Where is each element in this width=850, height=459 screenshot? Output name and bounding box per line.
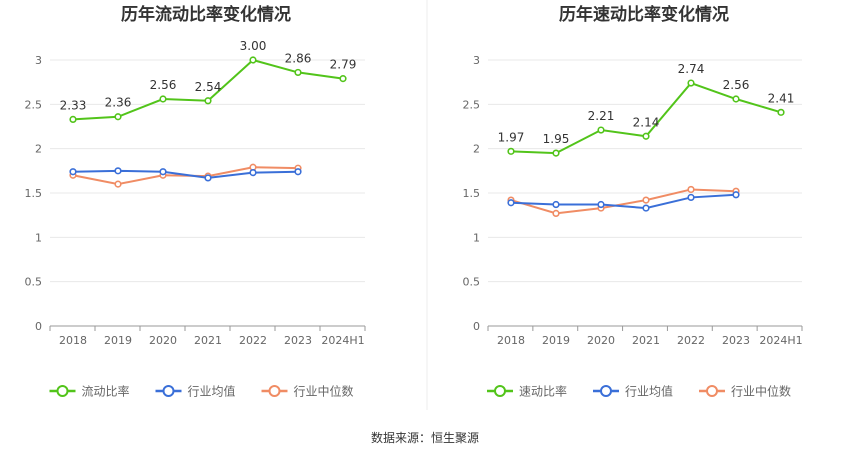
- chart1-x-tick-label: 2022: [239, 334, 267, 347]
- chart1-data-point: [69, 115, 77, 124]
- chart2-x-tick-label: 2020: [587, 334, 615, 347]
- chart2-legend-label[interactable]: 速动比率: [519, 384, 567, 399]
- chart1-data-point: [249, 56, 257, 64]
- chart1-data-point: [159, 95, 167, 103]
- chart2-data-label: 2.74: [678, 62, 705, 76]
- chart2-data-point: [507, 199, 515, 207]
- chart1-data-point: [339, 75, 347, 83]
- chart2-x-tick-label: 2021: [632, 334, 660, 347]
- chart2-data-point: [732, 95, 740, 103]
- chart2-data-point: [777, 108, 785, 116]
- chart2-legend-label[interactable]: 行业中位数: [731, 384, 791, 399]
- chart1-x-tick-label: 2018: [59, 334, 87, 347]
- chart2-data-label: 2.21: [588, 109, 615, 123]
- chart2-data-point: [642, 196, 650, 204]
- chart2-y-tick-label: 2: [473, 143, 480, 156]
- chart1-data-point: [249, 169, 257, 177]
- chart2-x-tick-label: 2024H1: [759, 334, 802, 347]
- chart2-data-point: [642, 132, 650, 140]
- chart1-data-point: [159, 168, 167, 176]
- chart1-title: 历年流动比率变化情况: [121, 4, 291, 25]
- chart1-data-label: 2.54: [195, 80, 222, 94]
- chart1-data-point: [204, 174, 212, 182]
- chart2-y-tick-label: 1: [473, 231, 480, 244]
- chart1-legend-marker[interactable]: [162, 385, 175, 397]
- chart1-data-label: 2.56: [150, 78, 177, 92]
- chart2-data-point: [552, 200, 560, 209]
- chart2-series-line-1: [510, 193, 737, 210]
- chart1-data-point: [294, 68, 302, 77]
- chart1-y-tick-label: 2.5: [25, 98, 43, 111]
- chart2-series-line-2: [510, 188, 737, 215]
- chart2-data-point: [687, 185, 695, 194]
- chart2-y-tick-label: 1.5: [463, 187, 481, 200]
- chart2-legend-marker[interactable]: [494, 385, 506, 397]
- chart2-legend-label[interactable]: 行业均值: [625, 384, 673, 399]
- chart2-data-label: 1.95: [543, 132, 570, 146]
- chart1-data-point: [114, 113, 122, 121]
- chart2-x-tick-label: 2019: [542, 334, 570, 347]
- chart1-series-line-1: [72, 169, 299, 179]
- chart2-data-point: [552, 149, 560, 157]
- chart1-data-point: [114, 167, 122, 175]
- chart2-data-label: 2.41: [768, 91, 795, 105]
- chart2-y-tick-label: 2.5: [463, 98, 481, 111]
- chart1-legend-label[interactable]: 行业中位数: [294, 384, 354, 399]
- chart1-legend-marker[interactable]: [56, 385, 69, 397]
- chart2-legend-marker[interactable]: [600, 385, 612, 397]
- chart2-y-tick-label: 0.5: [463, 276, 481, 289]
- chart2-data-label: 2.56: [723, 78, 750, 92]
- chart1-x-tick-label: 2024H1: [321, 334, 364, 347]
- chart1-x-tick-label: 2019: [104, 334, 132, 347]
- chart2-data-point: [732, 191, 740, 199]
- chart1-x-tick-label: 2020: [149, 334, 177, 347]
- chart1-data-label: 2.79: [330, 58, 357, 72]
- chart2-title: 历年速动比率变化情况: [559, 4, 729, 25]
- chart2-data-point: [552, 209, 560, 217]
- chart2-x-tick-label: 2023: [722, 334, 750, 347]
- chart2-y-tick-label: 0: [473, 320, 480, 333]
- chart1-y-tick-label: 2: [35, 143, 42, 156]
- chart1-x-tick-label: 2021: [194, 334, 222, 347]
- chart1-y-tick-label: 0.5: [25, 276, 43, 289]
- chart2-x-tick-label: 2022: [677, 334, 705, 347]
- chart1-data-point: [69, 168, 77, 176]
- data-source-note: 数据来源：恒生聚源: [370, 431, 479, 445]
- chart1-data-label: 2.36: [105, 96, 132, 110]
- chart2-legend-marker[interactable]: [706, 385, 718, 397]
- chart1-data-point: [114, 180, 122, 188]
- chart1-legend-label[interactable]: 行业均值: [188, 384, 236, 399]
- chart1-data-point: [204, 97, 212, 105]
- chart1-data-label: 3.00: [240, 39, 267, 53]
- chart2-data-point: [642, 204, 650, 212]
- chart1-y-tick-label: 0: [35, 320, 42, 333]
- chart1-x-tick-label: 2023: [284, 334, 312, 347]
- chart1-y-tick-label: 1: [35, 231, 42, 244]
- chart1-data-label: 2.86: [285, 51, 312, 65]
- chart1-legend-marker[interactable]: [268, 385, 281, 397]
- chart1-data-label: 2.33: [60, 98, 87, 112]
- chart2-data-point: [597, 126, 605, 134]
- chart2-data-point: [597, 200, 605, 209]
- chart2-data-label: 1.97: [498, 130, 525, 144]
- chart2-data-point: [687, 79, 695, 87]
- chart1-data-point: [294, 168, 302, 176]
- chart1-y-tick-label: 1.5: [25, 187, 43, 200]
- chart2-y-tick-label: 3: [473, 54, 480, 67]
- chart2-x-tick-label: 2018: [497, 334, 525, 347]
- chart2-data-point: [687, 193, 695, 202]
- chart2-data-point: [507, 147, 515, 155]
- chart1-y-tick-label: 3: [35, 54, 42, 67]
- chart1-legend-label[interactable]: 流动比率: [82, 384, 130, 399]
- chart2-data-label: 2.14: [633, 115, 660, 129]
